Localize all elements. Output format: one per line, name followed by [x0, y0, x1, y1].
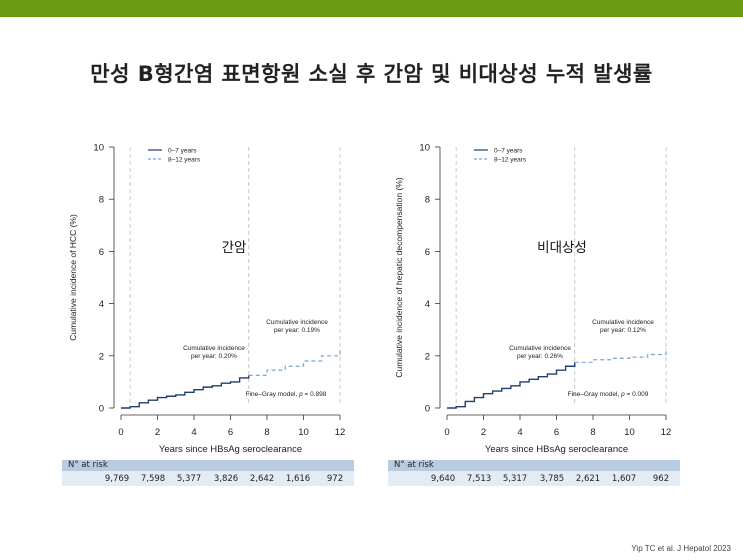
annotation-text: Cumulative incidence [592, 319, 654, 326]
at-risk-value: 972 [326, 474, 344, 484]
y-tick-label: 10 [93, 143, 104, 154]
y-tick-label: 2 [99, 351, 104, 362]
slide-title: 만성 B형간염 표면항원 소실 후 간암 및 비대상성 누적 발생률 [90, 62, 653, 86]
at-risk-value: 9,640 [430, 474, 456, 484]
annotation-part: = 0.898 [303, 391, 327, 398]
y-tick-label: 6 [99, 247, 104, 258]
series-line-8-12-years [248, 350, 341, 376]
annotation-part: p [298, 391, 303, 398]
annotation-text: Cumulative incidence [183, 345, 245, 352]
y-tick-label: 0 [425, 404, 430, 415]
annotation-text: per year: 0.20% [191, 353, 237, 360]
series-line-8-12-years [574, 347, 667, 363]
annotation-part: Fine–Gray model, [246, 391, 299, 398]
annotation-part: p [620, 391, 625, 398]
legend-label: 0–7 years [168, 148, 197, 155]
at-risk-value: 9,769 [104, 474, 130, 484]
annotation-text: Cumulative incidence [266, 319, 328, 326]
at-risk-row: 9,769 7,598 5,377 3,826 2,642 1,616 972 [62, 471, 354, 486]
at-risk-value: 3,785 [539, 474, 565, 484]
x-tick-label: 8 [264, 427, 269, 438]
at-risk-value: 2,642 [249, 474, 275, 484]
annotation-part: = 0.009 [625, 391, 649, 398]
annotation-text: per year: 0.19% [274, 327, 320, 334]
hcc-chart: 0 2 4 6 8 10 0 2 4 6 8 10 12 Years since HBsAg serocl… [68, 143, 346, 456]
y-axis-label: Cumulative incidence of HCC (%) [68, 214, 78, 341]
at-risk-row: 9,640 7,513 5,317 3,785 2,621 1,607 962 [388, 471, 680, 486]
y-tick-label: 0 [99, 404, 104, 415]
x-tick-label: 4 [191, 427, 196, 438]
model-annotation: Fine–Gray model, p = 0.898 [246, 391, 327, 398]
at-risk-value: 2,621 [575, 474, 601, 484]
at-risk-value: 7,513 [466, 474, 492, 484]
annotation-text: per year: 0.12% [600, 327, 646, 334]
hcc-at-risk-table: N° at risk 9,769 7,598 5,377 3,826 2,642 1,61… [62, 460, 354, 486]
y-axis-label: Cumulative incidence of hepatic decompen… [394, 177, 404, 378]
at-risk-value: 1,607 [611, 474, 637, 484]
at-risk-header: N° at risk [388, 460, 680, 471]
at-risk-value: 962 [652, 474, 670, 484]
x-tick-label: 6 [228, 427, 233, 438]
y-tick-label: 6 [425, 247, 430, 258]
x-tick-label: 12 [335, 427, 346, 438]
at-risk-value: 3,826 [213, 474, 239, 484]
annotation-text: per year: 0.26% [517, 353, 563, 360]
at-risk-value: 7,598 [140, 474, 166, 484]
x-tick-label: 2 [155, 427, 160, 438]
y-tick-label: 2 [425, 351, 430, 362]
at-risk-value: 5,377 [176, 474, 202, 484]
x-tick-label: 4 [517, 427, 522, 438]
model-annotation: Fine–Gray model, p = 0.009 [568, 391, 649, 398]
x-tick-label: 10 [624, 427, 635, 438]
x-tick-label: 10 [298, 427, 309, 438]
at-risk-header: N° at risk [62, 460, 354, 471]
top-accent-bar [0, 0, 743, 17]
x-tick-label: 0 [444, 427, 449, 438]
x-tick-label: 8 [590, 427, 595, 438]
x-axis-label: Years since HBsAg seroclearance [159, 444, 302, 455]
annotation-part: Fine–Gray model, [568, 391, 621, 398]
y-tick-label: 8 [99, 195, 104, 206]
y-tick-label: 4 [99, 299, 104, 310]
x-tick-label: 6 [554, 427, 559, 438]
hcc-chart-panel: 0 2 4 6 8 10 0 2 4 6 8 10 12 Years since HBsAg serocl… [64, 128, 364, 458]
y-tick-label: 4 [425, 299, 430, 310]
x-tick-label: 0 [118, 427, 123, 438]
decompensation-chart-panel: 0 2 4 6 8 10 0 2 4 6 8 10 12 Years since HBsAg serocl… [390, 128, 690, 458]
series-line-0-7-years [121, 375, 250, 409]
citation: Yip TC et al. J Hepatol 2023 [631, 544, 731, 553]
x-tick-label: 12 [661, 427, 672, 438]
legend-label: 8–12 years [494, 157, 527, 164]
decompensation-chart: 0 2 4 6 8 10 0 2 4 6 8 10 12 Years since HBsAg serocl… [394, 143, 672, 456]
series-line-0-7-years [447, 362, 576, 409]
at-risk-value: 5,317 [502, 474, 528, 484]
panel-label: 간암 [222, 240, 247, 256]
annotation-text: Cumulative incidence [509, 345, 571, 352]
x-tick-label: 2 [481, 427, 486, 438]
y-tick-label: 10 [419, 143, 430, 154]
decompensation-at-risk-table: N° at risk 9,640 7,513 5,317 3,785 2,621 1,60… [388, 460, 680, 486]
panel-label: 비대상성 [537, 240, 587, 256]
at-risk-value: 1,616 [285, 474, 311, 484]
y-tick-label: 8 [425, 195, 430, 206]
x-axis-label: Years since HBsAg seroclearance [485, 444, 628, 455]
legend-label: 0–7 years [494, 148, 523, 155]
legend-label: 8–12 years [168, 157, 201, 164]
